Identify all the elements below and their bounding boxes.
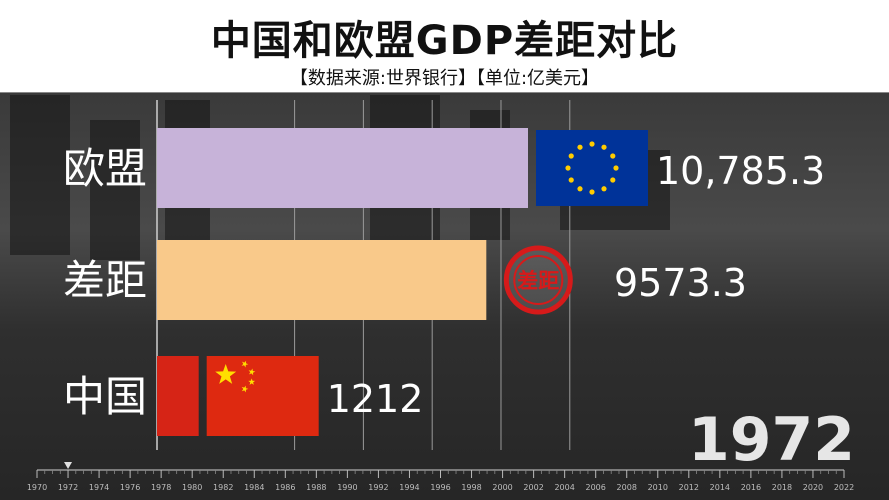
eu-flag-star	[565, 165, 571, 171]
timeline-tick-label: 2020	[803, 483, 823, 492]
eu-flag-star	[613, 165, 619, 171]
timeline-tick-label: 1994	[399, 483, 419, 492]
timeline-tick-label: 1970	[27, 483, 47, 492]
timeline-tick-label: 2012	[679, 483, 699, 492]
year-label: 1972	[688, 405, 855, 475]
timeline-tick-label: 1982	[213, 483, 233, 492]
value-label: 10,785.3	[656, 149, 825, 193]
eu-flag-star	[610, 177, 616, 183]
timeline-tick-label: 2022	[834, 483, 854, 492]
chart-subtitle: 【数据来源:世界银行】【单位:亿美元】	[289, 68, 600, 89]
china-flag-star	[248, 378, 256, 385]
eu-flag-star	[610, 153, 616, 159]
timeline-tick-label: 2004	[554, 483, 574, 492]
timeline-tick-label: 1992	[368, 483, 388, 492]
background-building	[90, 120, 140, 260]
timeline-tick-label: 2014	[710, 483, 730, 492]
china-flag-star	[241, 360, 249, 368]
value-label: 1212	[327, 377, 424, 421]
timeline-tick-label: 1990	[337, 483, 357, 492]
eu-flag-star	[589, 189, 595, 195]
timeline-tick-label: 2006	[586, 483, 606, 492]
timeline-tick-label: 1986	[275, 483, 295, 492]
eu-flag-star	[577, 186, 583, 192]
eu-flag-icon	[536, 130, 648, 206]
timeline-tick-label: 1984	[244, 483, 264, 492]
timeline-tick-label: 1972	[58, 483, 78, 492]
category-label: 中国	[63, 372, 147, 421]
timeline-tick-label: 1976	[120, 483, 140, 492]
chart-title: 中国和欧盟GDP差距对比	[210, 18, 679, 64]
timeline-tick-label: 1998	[461, 483, 481, 492]
timeline-tick-label: 2010	[648, 483, 668, 492]
bar-eu	[157, 128, 528, 208]
eu-flag-star	[568, 177, 574, 183]
timeline-tick-label: 2002	[523, 483, 543, 492]
background-building	[10, 95, 70, 255]
bar-china	[157, 356, 199, 436]
timeline-tick-label: 2018	[772, 483, 792, 492]
timeline-tick-label: 1996	[430, 483, 450, 492]
timeline-tick-label: 1980	[182, 483, 202, 492]
timeline-tick-label: 1988	[306, 483, 326, 492]
timeline-tick-label: 1974	[89, 483, 109, 492]
eu-flag-star	[568, 153, 574, 159]
timeline-tick-label: 2008	[617, 483, 637, 492]
eu-flag-star	[601, 186, 607, 192]
value-label: 9573.3	[614, 261, 747, 305]
category-label: 欧盟	[63, 144, 147, 193]
timeline-tick-label: 2016	[741, 483, 761, 492]
eu-flag-star	[577, 144, 583, 150]
china-flag-star	[241, 385, 249, 393]
timeline-tick-label: 1978	[151, 483, 171, 492]
bar-gap	[157, 240, 487, 320]
china-flag-star	[215, 364, 237, 384]
eu-flag-star	[601, 144, 607, 150]
gap-stamp-text: 差距	[517, 269, 559, 293]
timeline-tick-label: 2000	[492, 483, 512, 492]
category-label: 差距	[63, 256, 147, 305]
header-divider	[0, 92, 889, 93]
timeline-marker-icon[interactable]	[64, 462, 73, 469]
gap-stamp-icon	[503, 245, 573, 315]
gap-stamp-ring	[513, 255, 564, 305]
china-flag-star	[248, 368, 256, 376]
china-flag-icon	[206, 356, 319, 436]
eu-flag-star	[589, 141, 595, 147]
